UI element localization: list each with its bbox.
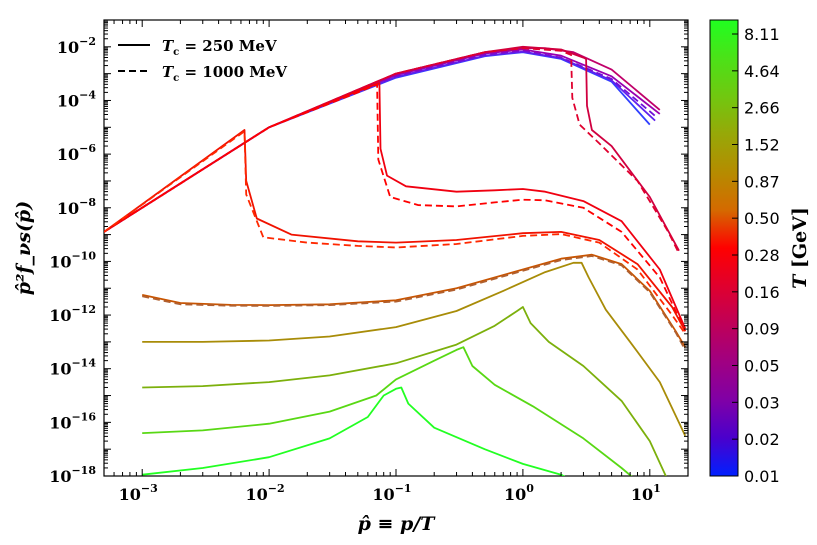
colorbar-tick-label: 0.28: [744, 246, 780, 265]
colorbar-tick-label: 0.05: [744, 357, 780, 376]
legend: Tc = 250 MeV Tc = 1000 MeV: [118, 37, 287, 84]
x-tick-label: 10−2: [246, 482, 285, 504]
colorbar: [709, 19, 739, 477]
colorbar-tick-label: 0.87: [744, 172, 780, 191]
series-line-10: [104, 130, 686, 335]
legend-dashed-label: Tc = 1000 MeV: [162, 63, 287, 84]
y-axis-label: p̂²f_νs(p̂): [13, 201, 35, 295]
y-tick-label: 10−4: [57, 88, 96, 110]
x-tick-label: 10−3: [119, 482, 158, 504]
series-line-14: [142, 306, 667, 476]
x-axis-ticks: 10−3 10−2 10−1 100 101: [103, 20, 689, 504]
y-axis-ticks: 10−2 10−4 10−6 10−8 10−10 10−12 10−14 10−16 10−1…: [49, 19, 688, 486]
series-line-16: [142, 386, 566, 476]
colorbar-tick-label: 0.03: [744, 393, 780, 412]
colorbar-tick-label: 0.09: [744, 320, 780, 339]
legend-solid-label: Tc = 250 MeV: [162, 37, 277, 58]
series-line-12: [142, 255, 686, 351]
series-line-11: [142, 253, 686, 348]
colorbar-tick-label: 0.16: [744, 283, 780, 302]
y-tick-label: 10−8: [57, 196, 96, 218]
y-tick-label: 10−16: [49, 410, 96, 432]
series-line-8: [104, 83, 687, 332]
colorbar-label: T [GeV]: [789, 207, 811, 289]
y-tick-label: 10−10: [49, 249, 96, 271]
series-layer: [104, 45, 687, 476]
colorbar-tick-label: 8.11: [744, 25, 780, 44]
colorbar-tick-label: 0.02: [744, 430, 780, 449]
x-axis-label: p̂ ≡ p/T: [358, 513, 437, 535]
colorbar-ticks: 8.11 4.64 2.66 1.52 0.87 0.50 0.28 0.16 0.09 0.05…: [732, 25, 780, 486]
series-line-15: [142, 346, 633, 476]
series-line-9: [104, 129, 686, 332]
colorbar-tick-label: 2.66: [744, 99, 780, 118]
x-tick-label: 10−1: [372, 482, 411, 504]
x-tick-label: 101: [631, 482, 661, 504]
colorbar-tick-label: 1.52: [744, 136, 780, 155]
series-line-2: [104, 49, 659, 233]
x-tick-label: 100: [504, 482, 534, 504]
y-tick-label: 10−6: [57, 142, 96, 164]
y-tick-label: 10−18: [49, 464, 96, 486]
colorbar-tick-label: 0.50: [744, 209, 780, 228]
y-tick-label: 10−2: [57, 35, 96, 57]
series-line-6: [104, 47, 680, 254]
series-line-13: [142, 261, 687, 437]
plot-frame: [103, 19, 689, 477]
colorbar-tick-label: 4.64: [744, 62, 780, 81]
colorbar-tick-label: 0.01: [744, 467, 780, 486]
y-tick-label: 10−12: [49, 303, 96, 325]
y-tick-label: 10−14: [49, 357, 96, 379]
series-line-7: [104, 82, 687, 329]
